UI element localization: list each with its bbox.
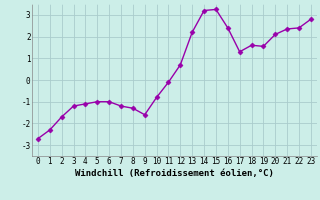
- X-axis label: Windchill (Refroidissement éolien,°C): Windchill (Refroidissement éolien,°C): [75, 169, 274, 178]
